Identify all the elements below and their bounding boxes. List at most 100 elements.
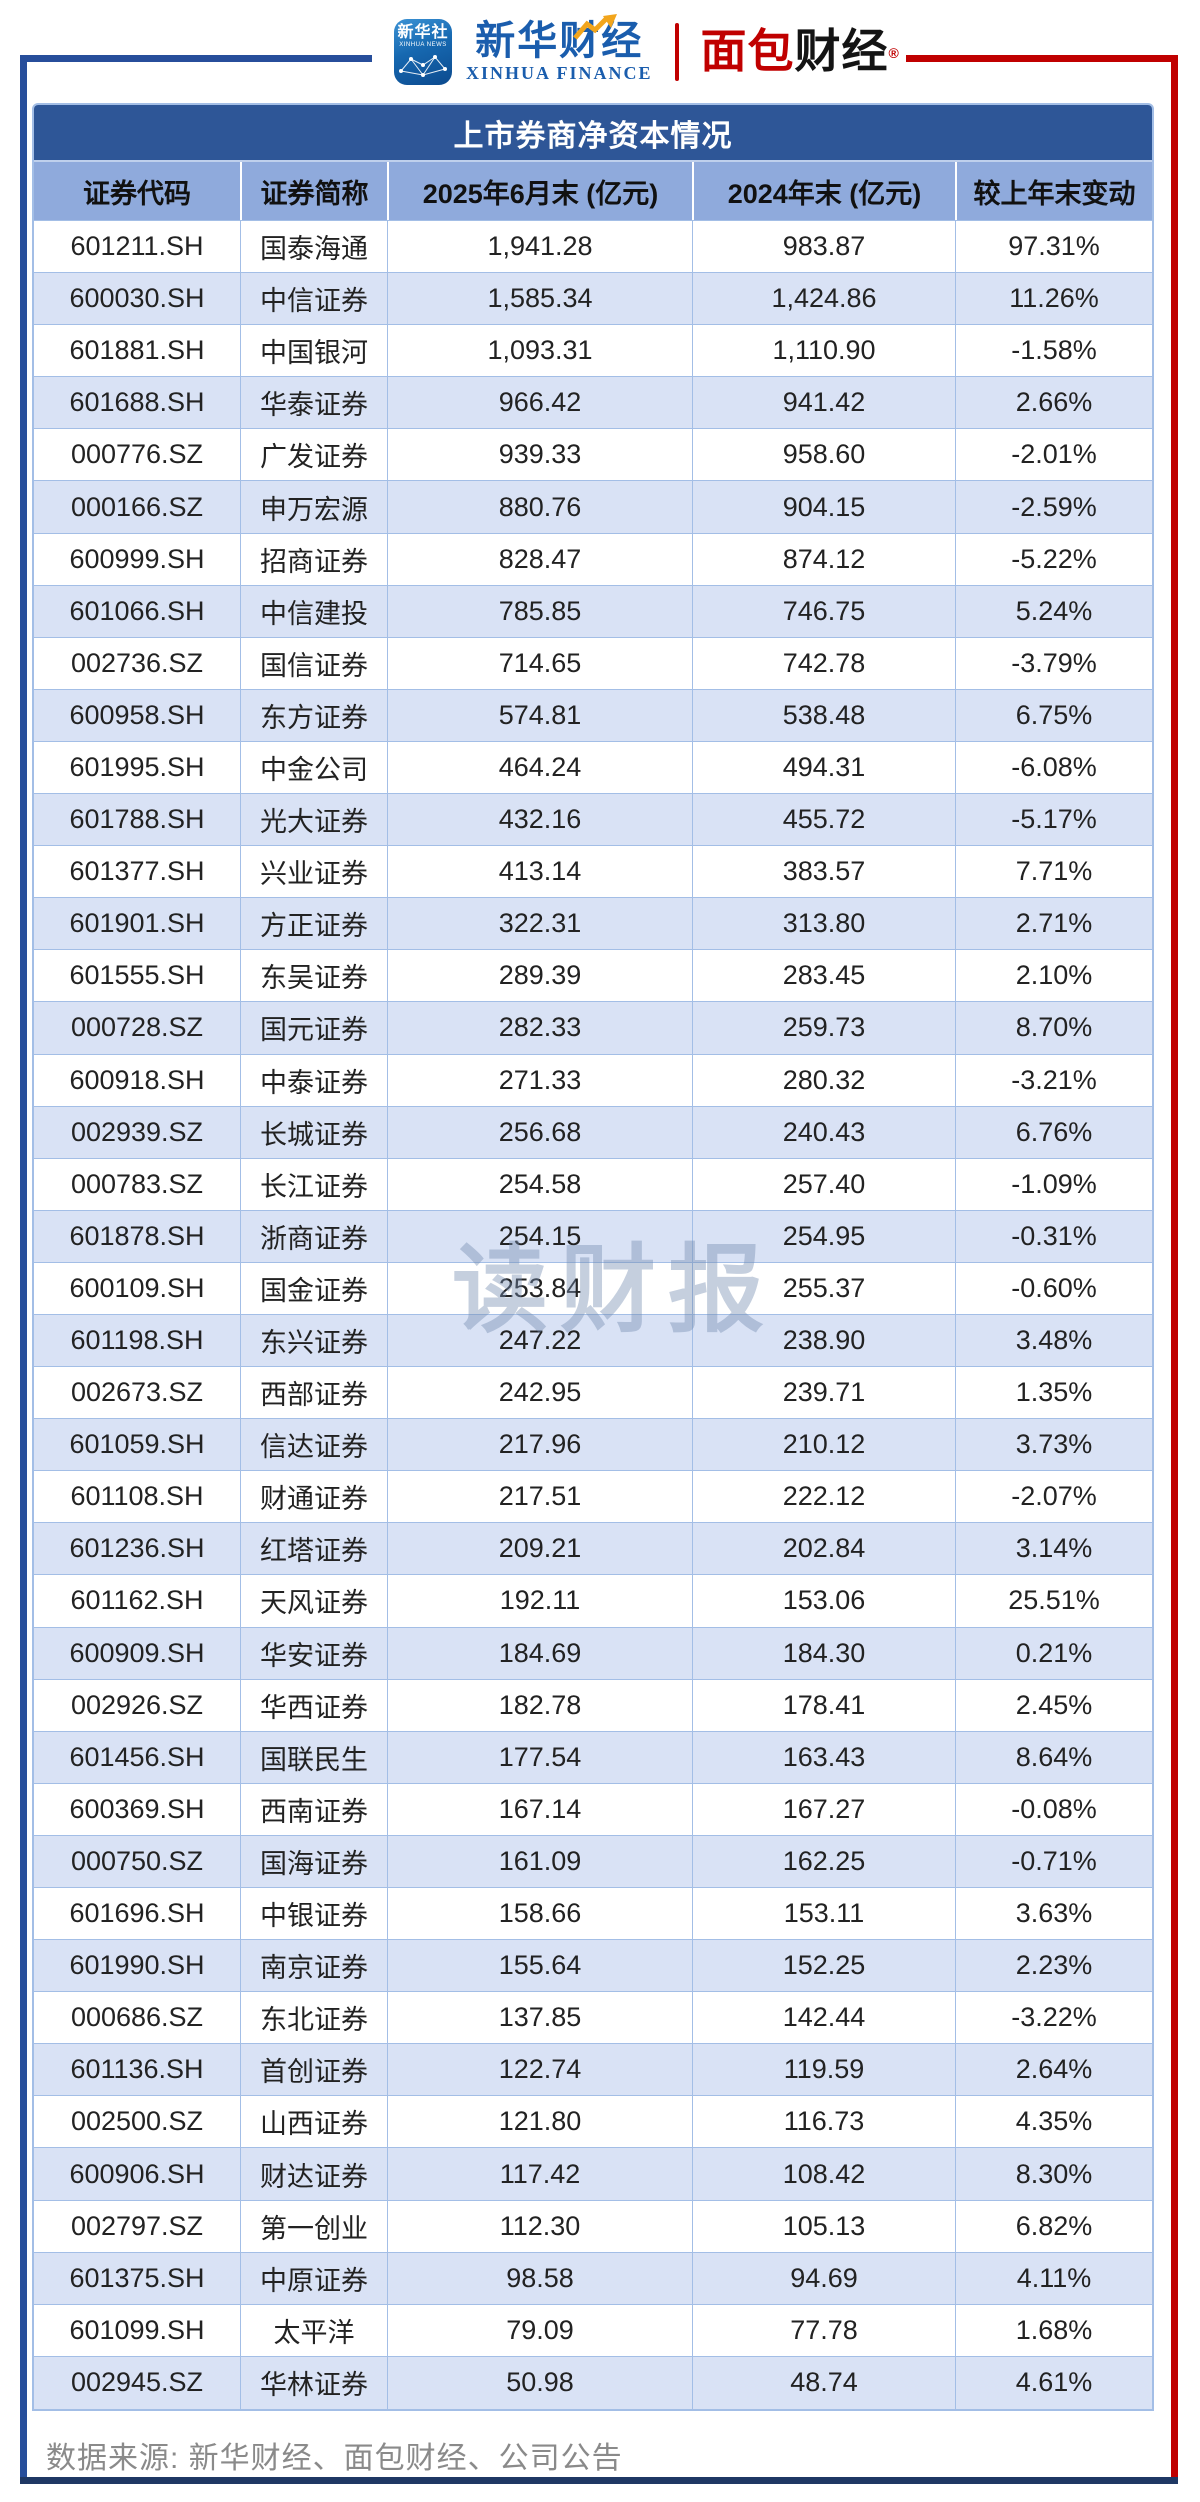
table-cell: 西部证券: [240, 1367, 387, 1419]
table-cell: 601377.SH: [69, 856, 205, 887]
table-cell: 2.23%: [955, 1940, 1152, 1992]
table-cell: 第一创业: [240, 2200, 387, 2252]
table-cell: 121.80: [387, 2096, 692, 2148]
table-cell: 280.32: [692, 1054, 955, 1106]
table-cell: 信达证券: [240, 1419, 387, 1471]
table-cell: 国信证券: [240, 637, 387, 689]
table-cell: 2.64%: [955, 2044, 1152, 2096]
table-header-row: 证券代码 证券简称 2025年6月末 (亿元) 2024年末 (亿元) 较上年末变动: [34, 162, 1152, 221]
table-cell: 238.90: [692, 1314, 955, 1367]
table-cell: 192.11: [387, 1575, 692, 1627]
table-row: 600906.SH 财达证券 117.42 108.42 8.30%: [34, 2148, 1152, 2201]
table-cell: 256.68: [387, 1106, 692, 1158]
table-cell: 116.73: [692, 2096, 955, 2148]
table-cell: 601099.SH: [69, 2314, 205, 2345]
table-cell: 1,941.28: [387, 221, 692, 273]
table-cell: 招商证券: [240, 533, 387, 585]
table-cell: 240.43: [692, 1106, 955, 1158]
table-row: 601059.SH 信达证券 217.96 210.12 3.73%: [34, 1419, 1152, 1472]
table-cell: -2.07%: [955, 1471, 1152, 1523]
table-row: 600999.SH 招商证券 828.47 874.12 -5.22%: [34, 533, 1152, 586]
table-cell: 152.25: [692, 1940, 955, 1992]
table-row: 601066.SH 中信建投 785.85 746.75 5.24%: [34, 585, 1152, 638]
table-cell: -2.59%: [955, 481, 1152, 533]
table-cell: 8.64%: [955, 1731, 1152, 1783]
table-cell: 161.09: [387, 1835, 692, 1887]
table-cell: -5.22%: [955, 533, 1152, 585]
table-cell: 574.81: [387, 689, 692, 741]
table-cell: 浙商证券: [240, 1210, 387, 1262]
table-cell: -0.08%: [955, 1783, 1152, 1835]
table-cell: 002945.SZ: [70, 2367, 204, 2398]
table-cell: 413.14: [387, 846, 692, 898]
table-cell: 77.78: [692, 2304, 955, 2356]
table-cell: 西南证券: [240, 1783, 387, 1835]
table-cell: 601901.SH: [69, 908, 205, 939]
column-header: 2024年末 (亿元): [692, 162, 955, 220]
table-row: 601696.SH 中银证券 158.66 153.11 3.63%: [34, 1888, 1152, 1941]
table-cell: 000166.SZ: [70, 491, 204, 522]
table-row: 002673.SZ 西部证券 242.95 239.71 1.35%: [34, 1367, 1152, 1420]
table-cell: 11.26%: [955, 273, 1152, 325]
table-cell: 48.74: [692, 2356, 955, 2409]
table-cell: -3.21%: [955, 1054, 1152, 1106]
table-cell: 313.80: [692, 898, 955, 950]
table-cell: 1,110.90: [692, 325, 955, 377]
table-cell: 601108.SH: [70, 1481, 204, 1512]
table-cell: 494.31: [692, 741, 955, 794]
table-cell: 002500.SZ: [70, 2106, 204, 2137]
table-cell: 5.24%: [955, 585, 1152, 637]
table-cell: 714.65: [387, 637, 692, 689]
table-cell: 红塔证券: [240, 1523, 387, 1575]
brand-header: 新华社 XINHUA NEWS 新华财经 XINHUA FINANCE 面包 财…: [388, 12, 906, 92]
table-cell: 94.69: [692, 2252, 955, 2304]
data-source-note: 数据来源: 新华财经、面包财经、公司公告: [46, 2442, 623, 2475]
table-cell: 华安证券: [240, 1627, 387, 1679]
table-cell: 257.40: [692, 1158, 955, 1210]
table-row: 601688.SH 华泰证券 966.42 941.42 2.66%: [34, 377, 1152, 430]
table-cell: 239.71: [692, 1367, 955, 1419]
table-cell: 财通证券: [240, 1471, 387, 1523]
table-cell: 601236.SH: [69, 1533, 205, 1564]
table-row: 002736.SZ 国信证券 714.65 742.78 -3.79%: [34, 637, 1152, 690]
table-cell: 财达证券: [240, 2148, 387, 2200]
table-cell: 601688.SH: [69, 387, 205, 418]
table-cell: 3.63%: [955, 1888, 1152, 1940]
table-cell: 97.31%: [955, 221, 1152, 273]
table-cell: 国联民生: [240, 1731, 387, 1783]
table-row: 601162.SH 天风证券 192.11 153.06 25.51%: [34, 1575, 1152, 1628]
table-cell: 长江证券: [240, 1158, 387, 1210]
table-cell: 3.48%: [955, 1314, 1152, 1367]
table-cell: 209.21: [387, 1523, 692, 1575]
table-row: 000166.SZ 申万宏源 880.76 904.15 -2.59%: [34, 481, 1152, 534]
table-cell: 太平洋: [240, 2304, 387, 2356]
table-cell: 155.64: [387, 1940, 692, 1992]
table-cell: 601995.SH: [69, 751, 205, 782]
table-cell: 785.85: [387, 585, 692, 637]
table-cell: 国泰海通: [240, 221, 387, 273]
table-cell: 天风证券: [240, 1575, 387, 1627]
table-cell: -2.01%: [955, 429, 1152, 481]
table-cell: 184.30: [692, 1627, 955, 1679]
table-cell: 880.76: [387, 481, 692, 533]
table-cell: 600918.SH: [69, 1064, 205, 1095]
table-row: 600369.SH 西南证券 167.14 167.27 -0.08%: [34, 1783, 1152, 1836]
table-cell: 98.58: [387, 2252, 692, 2304]
table-cell: 华西证券: [240, 1679, 387, 1731]
table-cell: 167.27: [692, 1783, 955, 1835]
table-cell: 南京证券: [240, 1940, 387, 1992]
frame-line-top-left: [20, 55, 372, 62]
table-body: 601211.SH 国泰海通 1,941.28 983.87 97.31% 600030.…: [34, 221, 1152, 2409]
table-row: 600909.SH 华安证券 184.69 184.30 0.21%: [34, 1627, 1152, 1680]
xinhua-finance-en: XINHUA FINANCE: [466, 63, 653, 83]
table-row: 601198.SH 东兴证券 247.22 238.90 3.48%: [34, 1314, 1152, 1368]
table-cell: 600999.SH: [69, 543, 205, 574]
table-row: 000750.SZ 国海证券 161.09 162.25 -0.71%: [34, 1835, 1152, 1888]
table-row: 601377.SH 兴业证券 413.14 383.57 7.71%: [34, 846, 1152, 899]
net-capital-table: 上市券商净资本情况 证券代码 证券简称 2025年6月末 (亿元) 2024年末 (亿…: [32, 103, 1154, 2411]
table-cell: 1,093.31: [387, 325, 692, 377]
table-cell: -0.71%: [955, 1835, 1152, 1887]
table-cell: 254.15: [387, 1210, 692, 1262]
table-cell: 874.12: [692, 533, 955, 585]
table-title: 上市券商净资本情况: [34, 105, 1152, 162]
